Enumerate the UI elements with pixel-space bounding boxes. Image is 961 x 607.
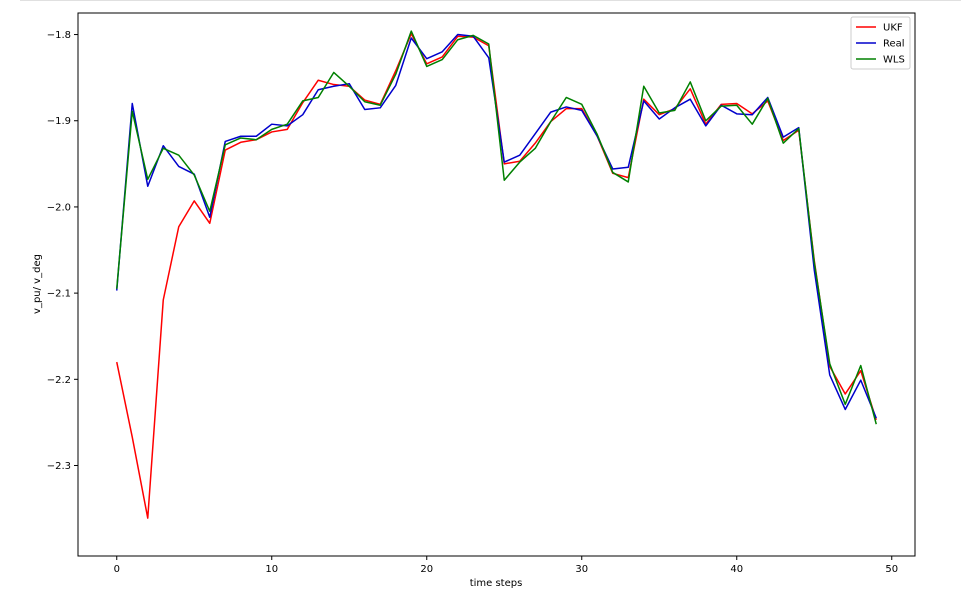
y-tick-label: −1.8 — [47, 30, 71, 41]
series-layer — [116, 30, 877, 519]
plot-frame — [77, 12, 916, 557]
x-tick-label: 10 — [265, 564, 278, 575]
legend-label-wls: WLS — [883, 55, 905, 66]
y-axis-label: v_pu/ v_deg — [32, 254, 43, 314]
x-tick-label: 20 — [420, 564, 433, 575]
x-axis-label: time steps — [470, 578, 523, 589]
x-tick-label: 50 — [885, 564, 898, 575]
series-line-wls — [116, 30, 877, 425]
x-tick-label: 0 — [114, 564, 120, 575]
legend-label-ukf: UKF — [883, 23, 903, 34]
ticks-layer: 0 10 20 30 40 50 −1.8 −1.9 −2.0 −2.1 −2.2 −2.3 — [47, 30, 898, 575]
x-tick-label: 30 — [575, 564, 588, 575]
legend-label-real: Real — [883, 39, 905, 50]
series-line-ukf — [116, 32, 877, 519]
series-line-real — [116, 33, 877, 419]
x-tick-label: 40 — [730, 564, 743, 575]
y-tick-label: −2.3 — [47, 461, 71, 472]
y-tick-label: −2.0 — [47, 202, 71, 213]
legend: UKF Real WLS — [850, 16, 911, 70]
y-tick-label: −2.1 — [47, 289, 71, 300]
top-divider — [20, 0, 961, 1]
y-tick-label: −1.9 — [47, 116, 71, 127]
legend-box — [850, 16, 911, 70]
y-tick-label: −2.2 — [47, 375, 71, 386]
